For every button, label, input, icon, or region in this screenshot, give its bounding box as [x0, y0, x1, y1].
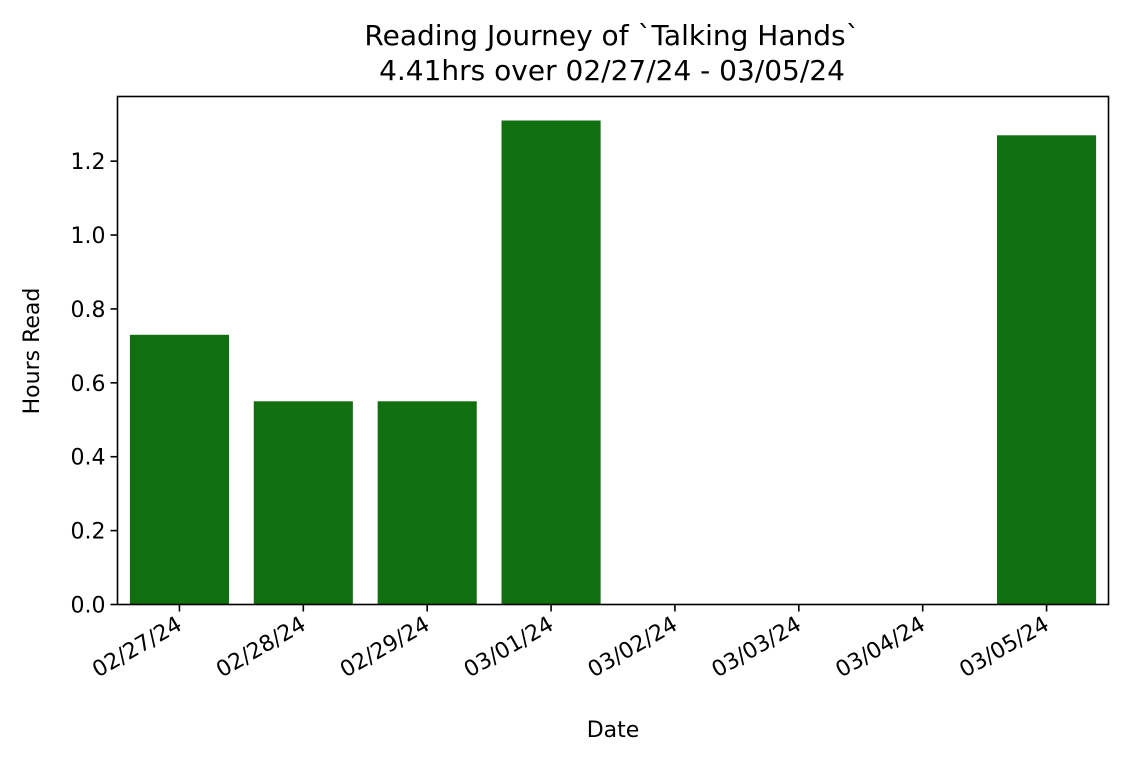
y-tick-label: 0.8 [71, 298, 106, 323]
bar [997, 135, 1097, 605]
x-axis-title: Date [587, 718, 640, 743]
bar [253, 401, 353, 605]
bar [129, 334, 229, 605]
y-tick-label: 0.6 [71, 372, 106, 397]
y-tick-label: 0.4 [71, 446, 106, 471]
bars-group [129, 120, 1097, 605]
plot-frame [116, 95, 1110, 606]
y-tick-label: 1.2 [71, 150, 106, 175]
bar [501, 120, 601, 605]
bar [377, 401, 477, 605]
y-tick-label: 0.0 [71, 594, 106, 619]
y-axis-title: Hours Read [20, 288, 45, 415]
y-axis: 0.0 0.2 0.4 0.6 0.8 1.0 1.2 [71, 150, 118, 619]
chart-subtitle: 4.41hrs over 02/27/24 - 03/05/24 [379, 54, 845, 87]
y-tick-label: 1.0 [71, 224, 106, 249]
chart-title: Reading Journey of `Talking Hands` [364, 19, 859, 52]
y-tick-label: 0.2 [71, 520, 106, 545]
